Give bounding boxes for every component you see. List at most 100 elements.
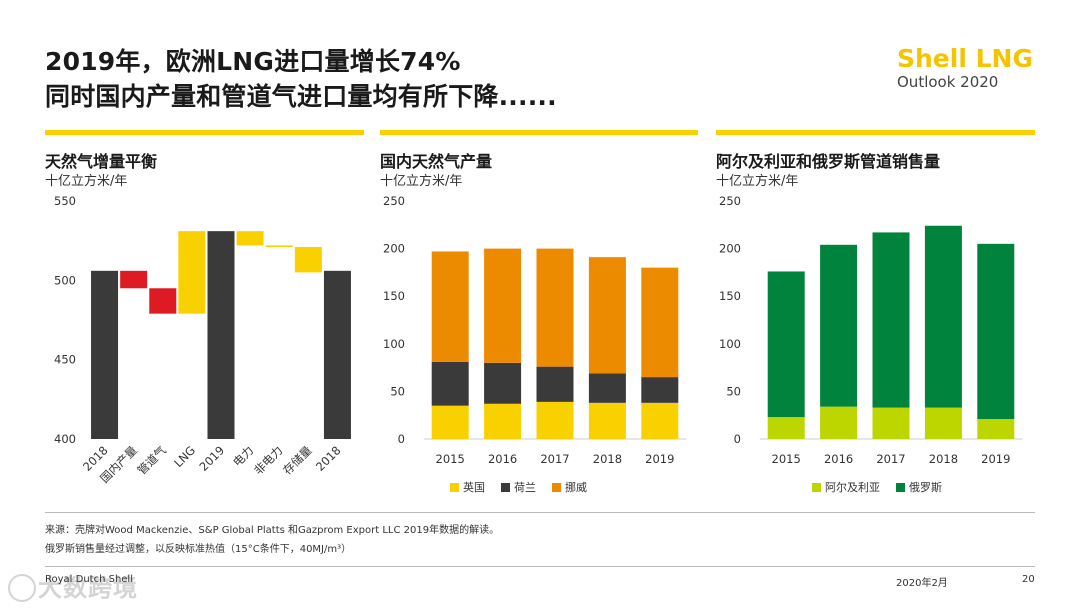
bar-decrease: [265, 245, 293, 248]
bar-segment-挪威: [484, 248, 522, 363]
pipeline-sales-chart: 0 50 100 150 200 250 2015 2016 2017 2018 2019: [719, 194, 1022, 466]
footer-company: Royal Dutch Shell: [45, 574, 133, 585]
bar-segment-荷兰: [431, 361, 469, 406]
bar-segment-俄罗斯: [924, 225, 962, 408]
bar-segment-荷兰: [641, 377, 679, 403]
bar-segment-英国: [641, 402, 679, 439]
panel-2-legend: 英国 荷兰 挪威: [450, 479, 587, 495]
domestic-production-chart: 0 50 100 150 200 250 2015 2016 2017 2018 2019: [383, 194, 686, 466]
bar-segment-荷兰: [484, 362, 522, 404]
bar-segment-阿尔及利亚: [924, 407, 962, 439]
x-tick-label: 2016: [824, 452, 853, 466]
page-title-line2: 同时国内产量和管道气进口量均有所下降......: [45, 82, 557, 111]
legend-item-norway: 挪威: [552, 479, 587, 495]
brand-subtitle: Outlook 2020: [897, 73, 999, 91]
bar-segment-俄罗斯: [820, 244, 858, 407]
bar-segment-挪威: [588, 257, 626, 374]
y-tick-label: 250: [383, 194, 405, 208]
bar-decrease: [120, 270, 148, 289]
x-tick-label: 2018: [313, 443, 344, 474]
x-tick-label: 2019: [645, 452, 674, 466]
bar-segment-挪威: [536, 248, 574, 367]
legend-label-norway: 挪威: [565, 481, 587, 494]
bar-segment-荷兰: [588, 373, 626, 403]
bar-segment-阿尔及利亚: [977, 419, 1015, 439]
bar-segment-俄罗斯: [872, 232, 910, 408]
footer-page-number: 20: [1022, 574, 1035, 585]
y-tick-label: 550: [54, 194, 76, 208]
x-tick-label: 2019: [981, 452, 1010, 466]
bar-total: [91, 270, 119, 439]
brand-name: Shell LNG: [897, 44, 1033, 73]
x-tick-label: LNG: [171, 443, 198, 470]
y-tick-label: 100: [719, 337, 741, 351]
x-tick-label: 非电力: [251, 443, 285, 477]
y-tick-label: 0: [734, 432, 741, 446]
adjustment-note: 俄罗斯销售量经过调整，以反映标准热值（15°C条件下，40MJ/m³）: [45, 544, 352, 555]
x-tick-label: 2015: [772, 452, 801, 466]
y-tick-label: 200: [383, 242, 405, 256]
legend-item-uk: 英国: [450, 479, 485, 495]
y-tick-label: 500: [54, 273, 76, 287]
bar-segment-英国: [536, 401, 574, 439]
legend-label-russia: 俄罗斯: [909, 481, 942, 494]
x-tick-label: 2018: [593, 452, 622, 466]
panel-3-legend: 阿尔及利亚 俄罗斯: [812, 479, 942, 495]
watermark: 大数跨境: [38, 574, 138, 602]
bar-segment-俄罗斯: [767, 271, 805, 418]
legend-item-russia: 俄罗斯: [896, 479, 942, 495]
x-tick-label: 2017: [540, 452, 569, 466]
legend-swatch-uk: [450, 482, 459, 492]
panel-1-unit: 十亿立方米/年: [45, 174, 128, 189]
bar-total: [207, 231, 235, 439]
panel-3-unit: 十亿立方米/年: [716, 174, 799, 189]
brand-logo: Shell LNG Outlook 2020: [897, 44, 1033, 91]
legend-item-netherlands: 荷兰: [501, 479, 536, 495]
legend-swatch-algeria: [812, 482, 821, 492]
legend-label-algeria: 阿尔及利亚: [825, 481, 880, 494]
legend-label-netherlands: 荷兰: [514, 481, 536, 494]
legend-swatch-russia: [896, 482, 905, 492]
x-tick-label: 2015: [436, 452, 465, 466]
y-tick-label: 100: [383, 337, 405, 351]
x-tick-label: 2019: [197, 443, 228, 474]
legend-swatch-netherlands: [501, 482, 510, 492]
legend-label-uk: 英国: [463, 481, 485, 494]
y-tick-label: 0: [398, 432, 405, 446]
panel-3-accent-bar: [716, 130, 1035, 135]
legend-item-algeria: 阿尔及利亚: [812, 479, 880, 495]
footer-divider: [45, 566, 1035, 567]
panel-1-accent-bar: [45, 130, 364, 135]
bar-segment-挪威: [641, 267, 679, 378]
bar-segment-阿尔及利亚: [820, 406, 858, 439]
panel-2-accent-bar: [380, 130, 698, 135]
y-tick-label: 200: [719, 242, 741, 256]
x-tick-label: 2018: [929, 452, 958, 466]
bar-segment-阿尔及利亚: [767, 417, 805, 439]
y-tick-label: 50: [390, 384, 405, 398]
panel-3-title: 阿尔及利亚和俄罗斯管道销售量: [716, 152, 941, 171]
bar-segment-俄罗斯: [977, 243, 1015, 420]
bar-total: [323, 270, 351, 439]
x-tick-label: 管道气: [135, 443, 170, 478]
x-tick-label: 2016: [488, 452, 517, 466]
panel-1-title: 天然气增量平衡: [45, 152, 158, 171]
page-title-line1: 2019年，欧洲LNG进口量增长74%: [45, 47, 461, 76]
bar-segment-英国: [431, 405, 469, 439]
bar-decrease: [236, 231, 264, 246]
bar-segment-英国: [484, 403, 522, 439]
notes-divider: [45, 512, 1035, 513]
bar-segment-英国: [588, 402, 626, 439]
bar-decrease: [294, 247, 322, 273]
watermark-icon: [8, 574, 36, 602]
bar-segment-荷兰: [536, 366, 574, 402]
source-note: 来源：壳牌对Wood Mackenzie、S&P Global Platts 和…: [45, 525, 500, 536]
panel-2-title: 国内天然气产量: [380, 152, 493, 171]
panel-2-unit: 十亿立方米/年: [380, 174, 463, 189]
bar-segment-阿尔及利亚: [872, 407, 910, 439]
x-tick-label: 2017: [876, 452, 905, 466]
legend-swatch-norway: [552, 482, 561, 492]
bar-decrease: [149, 288, 177, 314]
y-tick-label: 450: [54, 353, 76, 367]
